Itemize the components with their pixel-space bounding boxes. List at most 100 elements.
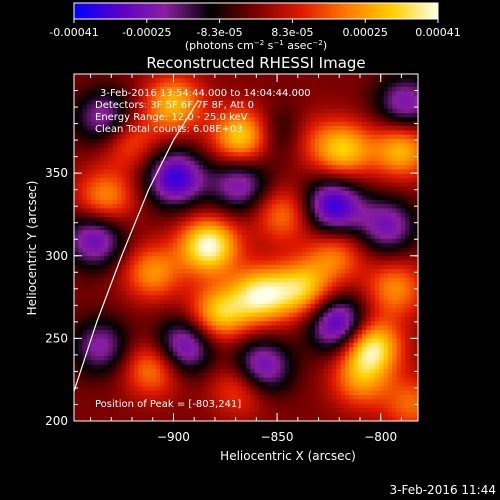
heatmap-cell [86, 303, 92, 309]
heatmap-cell [203, 212, 208, 218]
heatmap-cell [78, 95, 84, 101]
heatmap-cell [332, 208, 337, 214]
heatmap-cell [155, 139, 161, 144]
heatmap-cell [95, 95, 101, 101]
heatmap-cell [267, 95, 273, 101]
heatmap-cell [349, 113, 355, 118]
heatmap-cell [301, 299, 307, 305]
heatmap-cell [327, 82, 333, 88]
heatmap-cell [168, 139, 174, 144]
heatmap-cell [147, 100, 152, 105]
heatmap-cell [125, 178, 131, 184]
heatmap-cell [344, 230, 350, 236]
heatmap-cell [125, 121, 131, 127]
heatmap-cell [82, 260, 88, 266]
heatmap-cell [250, 303, 256, 309]
heatmap-cell [224, 139, 230, 144]
heatmap-cell [396, 321, 402, 327]
heatmap-cell [310, 204, 316, 210]
heatmap-cell [198, 126, 204, 131]
heatmap-cell [310, 247, 316, 253]
heatmap-cell [224, 91, 230, 97]
heatmap-cell [86, 212, 92, 218]
heatmap-cell [332, 178, 337, 184]
heatmap-cell [336, 316, 342, 322]
heatmap-cell [289, 260, 294, 266]
heatmap-cell [280, 134, 286, 140]
heatmap-cell [246, 256, 251, 262]
heatmap-cell [327, 260, 333, 266]
heatmap-cell [177, 282, 183, 288]
heatmap-cell [181, 269, 187, 275]
heatmap-cell [198, 108, 204, 114]
heatmap-cell [254, 208, 260, 214]
heatmap-cell [129, 221, 135, 227]
heatmap-cell [353, 329, 359, 335]
heatmap-cell [190, 143, 195, 149]
heatmap-cell [323, 95, 329, 101]
heatmap-cell [172, 191, 178, 197]
heatmap-cell [357, 217, 363, 223]
heatmap-cell [168, 186, 174, 192]
heatmap-cell [301, 269, 307, 275]
heatmap-cell [151, 199, 157, 205]
heatmap-cell [177, 212, 183, 218]
heatmap-cell [340, 104, 346, 110]
heatmap-cell [344, 217, 350, 223]
heatmap-cell [383, 243, 389, 249]
heatmap-cell [237, 104, 243, 110]
heatmap-cell [327, 238, 333, 244]
heatmap-cell [142, 173, 148, 179]
heatmap-cell [138, 225, 144, 231]
heatmap-cell [190, 160, 195, 166]
heatmap-cell [276, 251, 281, 257]
heatmap-cell [190, 152, 195, 158]
heatmap-cell [310, 147, 316, 153]
heatmap-cell [151, 225, 157, 231]
heatmap-cell [181, 217, 187, 223]
heatmap-cell [117, 195, 122, 201]
heatmap-cell [349, 117, 355, 123]
heatmap-cell [366, 290, 372, 296]
heatmap-cell [155, 130, 161, 136]
heatmap-cell [400, 217, 406, 223]
heatmap-cell [370, 78, 376, 84]
heatmap-cell [332, 100, 337, 105]
heatmap-cell [112, 290, 118, 296]
heatmap-cell [121, 282, 127, 288]
heatmap-cell [108, 195, 114, 201]
heatmap-cell [129, 256, 135, 262]
heatmap-cell [246, 82, 251, 88]
heatmap-cell [147, 295, 152, 301]
heatmap-cell [181, 204, 187, 210]
heatmap-cell [207, 208, 213, 214]
heatmap-cell [172, 165, 178, 171]
heatmap-cell [172, 199, 178, 205]
heatmap-cell [250, 325, 256, 331]
heatmap-cell [258, 225, 264, 231]
heatmap-cell [383, 182, 389, 188]
heatmap-cell [203, 243, 208, 249]
heatmap-cell [91, 238, 97, 244]
heatmap-cell [203, 251, 208, 257]
heatmap-cell [142, 321, 148, 327]
heatmap-cell [310, 295, 316, 301]
heatmap-cell [289, 212, 294, 218]
heatmap-cell [147, 104, 152, 110]
heatmap-cell [99, 195, 105, 201]
heatmap-cell [237, 186, 243, 192]
heatmap-cell [104, 195, 109, 201]
heatmap-cell [129, 321, 135, 327]
heatmap-cell [168, 173, 174, 179]
heatmap-cell [293, 282, 299, 288]
heatmap-cell [267, 308, 273, 314]
heatmap-cell [258, 143, 264, 149]
heatmap-cell [254, 282, 260, 288]
heatmap-cell [362, 130, 367, 136]
heatmap-cell [276, 277, 281, 283]
heatmap-cell [306, 299, 312, 305]
heatmap-cell [147, 338, 152, 344]
heatmap-cell [215, 165, 221, 171]
heatmap-cell [160, 286, 165, 292]
heatmap-cell [375, 325, 380, 331]
